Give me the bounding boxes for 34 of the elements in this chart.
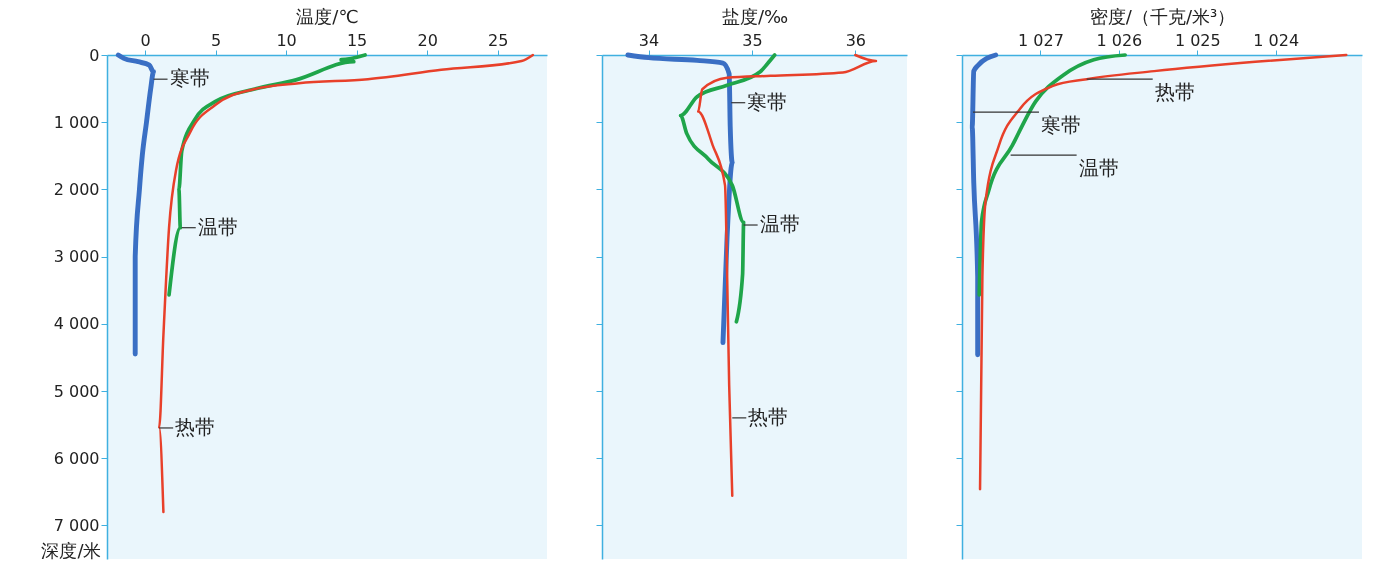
annotation: 热带 [175, 414, 216, 439]
x-axis-title: 温度/℃ [296, 5, 359, 27]
y-tick-label: 5 000 [53, 381, 100, 401]
y-tick-label: 7 000 [53, 515, 100, 535]
annotation: 温带 [1078, 156, 1119, 181]
x-tick-label: 36 [845, 30, 866, 50]
x-tick-label: 1 024 [1253, 30, 1300, 50]
y-axis-title: 深度/米 [41, 539, 102, 561]
y-tick-label: 0 [89, 45, 100, 65]
y-tick-label: 2 000 [53, 179, 100, 199]
x-tick-label: 1 025 [1174, 30, 1221, 50]
annotation: 寒带 [747, 89, 788, 114]
y-tick-label: 4 000 [53, 314, 100, 334]
x-tick-label: 1 026 [1096, 30, 1143, 50]
annotation: 温带 [197, 214, 238, 239]
annotation: 热带 [748, 404, 789, 429]
x-tick-label: 10 [276, 30, 297, 50]
y-tick-label: 6 000 [53, 448, 100, 468]
annotation: 寒带 [1040, 113, 1081, 138]
x-tick-label: 15 [346, 30, 368, 50]
y-tick-label: 1 000 [53, 112, 100, 132]
x-tick-label: 25 [487, 30, 509, 50]
annotation: 热带 [1154, 80, 1195, 105]
x-tick-label: 35 [742, 30, 763, 50]
x-tick-label: 5 [211, 30, 222, 50]
x-axis-title: 盐度/‰ [721, 5, 789, 27]
x-tick-label: 1 027 [1018, 30, 1064, 50]
annotation: 温带 [759, 212, 800, 237]
x-tick-label: 0 [140, 30, 151, 50]
y-tick-label: 3 000 [53, 247, 100, 267]
x-tick-label: 20 [417, 30, 438, 50]
x-axis-title: 密度/（千克/米³） [1089, 5, 1236, 27]
annotation: 寒带 [169, 66, 210, 91]
x-tick-label: 34 [638, 30, 660, 50]
